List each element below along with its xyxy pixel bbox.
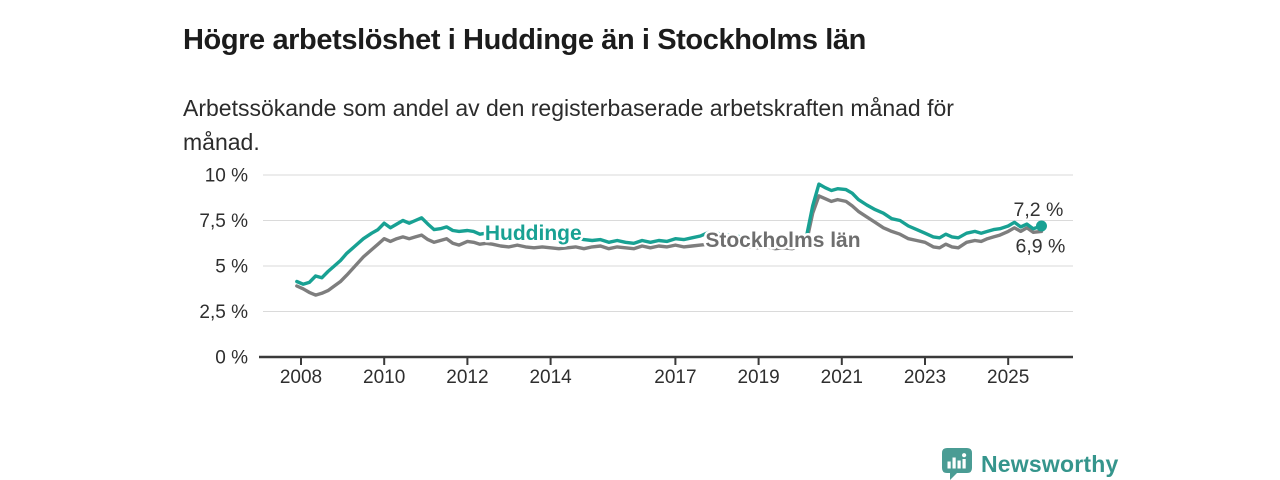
- series-label-huddinge: Huddinge: [485, 222, 582, 245]
- x-tick-label: 2019: [737, 367, 779, 388]
- newsworthy-logo-text: Newsworthy: [981, 450, 1119, 477]
- end-value-label-stockholm: 6,9 %: [1015, 235, 1065, 257]
- y-tick-label: 10 %: [205, 166, 248, 187]
- bar-chart-glyph: [947, 453, 967, 469]
- newsworthy-logo[interactable]: Newsworthy: [942, 448, 1118, 480]
- x-tick-label: 2008: [280, 367, 322, 388]
- end-value-label-huddinge: 7,2 %: [1013, 199, 1063, 221]
- y-tick-label: 2,5 %: [199, 302, 248, 323]
- x-tick-label: 2010: [363, 367, 405, 388]
- y-tick-label: 5 %: [215, 257, 248, 278]
- newsworthy-logo-icon: [942, 448, 972, 480]
- x-tick-label: 2017: [654, 367, 696, 388]
- x-tick-label: 2023: [904, 367, 946, 388]
- y-tick-label: 0 %: [215, 348, 248, 369]
- chart-subtitle: Arbetssökande som andel av den registerb…: [183, 95, 954, 155]
- huddinge-line: [295, 182, 1044, 286]
- speech-bubble-shape: [942, 448, 972, 480]
- stockholm-line: [295, 194, 1044, 297]
- x-tick-label: 2012: [446, 367, 488, 388]
- unemployment-line-chart: 2008 2010 2012 2014 2017 2019 2021 2023 2025 0 % 2…: [199, 166, 1073, 388]
- x-tick-label: 2014: [529, 367, 572, 388]
- x-tick-label: 2021: [821, 367, 863, 388]
- y-tick-label: 7,5 %: [199, 211, 248, 232]
- latest-value-dot: [1035, 220, 1047, 232]
- x-tick-label: 2025: [987, 367, 1029, 388]
- chart-title: Högre arbetslöshet i Huddinge än i Stock…: [183, 24, 866, 57]
- series-label-stockholm: Stockholms län: [705, 229, 860, 252]
